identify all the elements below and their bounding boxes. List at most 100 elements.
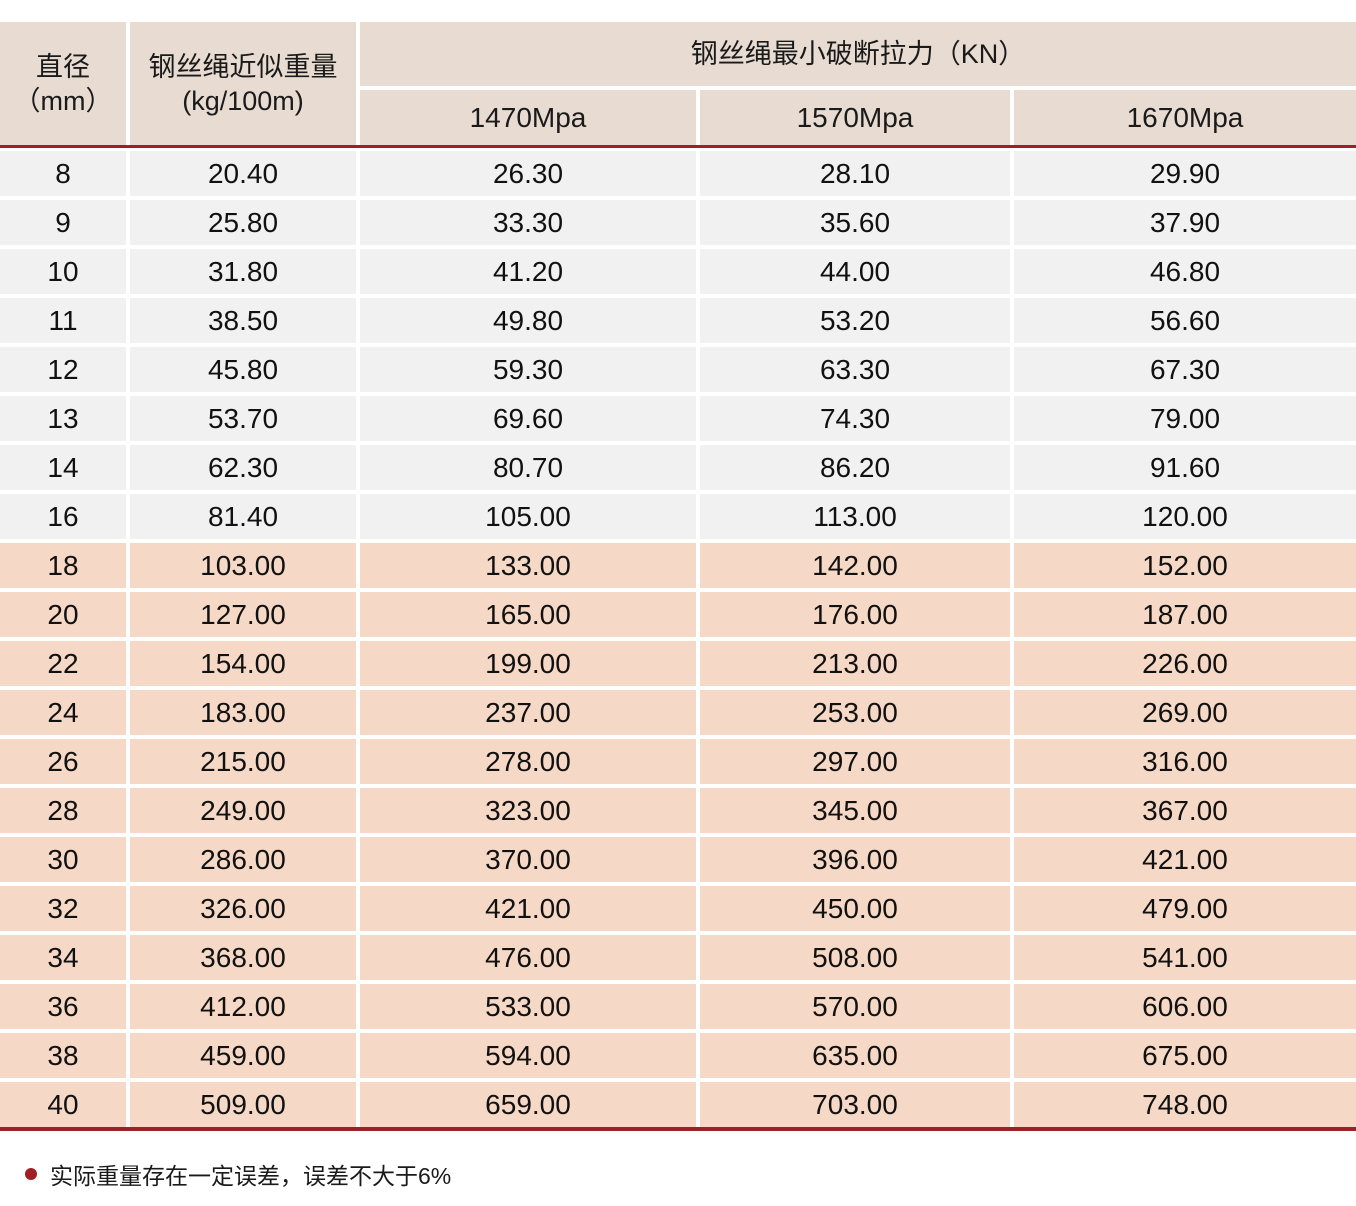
table-cell: 49.80 [360, 298, 696, 343]
table-cell: 237.00 [360, 690, 696, 735]
table-cell: 20 [0, 592, 126, 637]
table-cell: 30 [0, 837, 126, 882]
table-row: 18 103.00 133.00 142.00 152.00 [0, 543, 1356, 588]
table-cell: 570.00 [700, 984, 1010, 1029]
table-cell: 24 [0, 690, 126, 735]
table-cell: 11 [0, 298, 126, 343]
table-row: 10 31.80 41.20 44.00 46.80 [0, 249, 1356, 294]
table-cell: 63.30 [700, 347, 1010, 392]
table-cell: 20.40 [130, 151, 356, 196]
table-cell: 269.00 [1014, 690, 1356, 735]
table-cell: 476.00 [360, 935, 696, 980]
header-divider-rule [0, 145, 1356, 148]
table-cell: 675.00 [1014, 1033, 1356, 1078]
table-row: 34 368.00 476.00 508.00 541.00 [0, 935, 1356, 980]
header-grade-1670: 1670Mpa [1014, 90, 1356, 145]
table-cell: 253.00 [700, 690, 1010, 735]
table-cell: 326.00 [130, 886, 356, 931]
table-cell: 152.00 [1014, 543, 1356, 588]
header-diameter-line2: （mm） [13, 85, 113, 116]
table-cell: 345.00 [700, 788, 1010, 833]
table-cell: 69.60 [360, 396, 696, 441]
table-cell: 14 [0, 445, 126, 490]
table-cell: 412.00 [130, 984, 356, 1029]
table-cell: 8 [0, 151, 126, 196]
table-cell: 127.00 [130, 592, 356, 637]
table-cell: 199.00 [360, 641, 696, 686]
table-row: 30 286.00 370.00 396.00 421.00 [0, 837, 1356, 882]
table-cell: 28 [0, 788, 126, 833]
table-cell: 187.00 [1014, 592, 1356, 637]
table-cell: 86.20 [700, 445, 1010, 490]
table-cell: 34 [0, 935, 126, 980]
table-cell: 46.80 [1014, 249, 1356, 294]
table-cell: 215.00 [130, 739, 356, 784]
table-row: 12 45.80 59.30 63.30 67.30 [0, 347, 1356, 392]
table-row: 9 25.80 33.30 35.60 37.90 [0, 200, 1356, 245]
table-cell: 45.80 [130, 347, 356, 392]
table-cell: 165.00 [360, 592, 696, 637]
table-cell: 113.00 [700, 494, 1010, 539]
table-cell: 59.30 [360, 347, 696, 392]
table-cell: 56.60 [1014, 298, 1356, 343]
table-row: 16 81.40 105.00 113.00 120.00 [0, 494, 1356, 539]
table-cell: 44.00 [700, 249, 1010, 294]
table-cell: 142.00 [700, 543, 1010, 588]
table-cell: 81.40 [130, 494, 356, 539]
table-cell: 38 [0, 1033, 126, 1078]
table-bottom-rule [0, 1127, 1356, 1131]
table-cell: 479.00 [1014, 886, 1356, 931]
table-cell: 62.30 [130, 445, 356, 490]
table-cell: 28.10 [700, 151, 1010, 196]
table-cell: 80.70 [360, 445, 696, 490]
wire-rope-spec-table: 直径 （mm） 钢丝绳近似重量 (kg/100m) 钢丝绳最小破断拉力（KN） … [0, 22, 1356, 1131]
table-cell: 154.00 [130, 641, 356, 686]
table-row: 26 215.00 278.00 297.00 316.00 [0, 739, 1356, 784]
table-cell: 35.60 [700, 200, 1010, 245]
table-header: 直径 （mm） 钢丝绳近似重量 (kg/100m) 钢丝绳最小破断拉力（KN） … [0, 22, 1356, 145]
table-cell: 18 [0, 543, 126, 588]
table-cell: 16 [0, 494, 126, 539]
header-diameter-line1: 直径 [36, 51, 90, 82]
table-row: 20 127.00 165.00 176.00 187.00 [0, 592, 1356, 637]
table-cell: 103.00 [130, 543, 356, 588]
table-cell: 26 [0, 739, 126, 784]
footnote-text: 实际重量存在一定误差，误差不大于6% [50, 1163, 452, 1189]
table-cell: 226.00 [1014, 641, 1356, 686]
table-row: 36 412.00 533.00 570.00 606.00 [0, 984, 1356, 1029]
table-cell: 37.90 [1014, 200, 1356, 245]
table-cell: 606.00 [1014, 984, 1356, 1029]
table-cell: 41.20 [360, 249, 696, 294]
table-row: 22 154.00 199.00 213.00 226.00 [0, 641, 1356, 686]
table-cell: 249.00 [130, 788, 356, 833]
table-cell: 659.00 [360, 1082, 696, 1127]
table-cell: 533.00 [360, 984, 696, 1029]
table-cell: 316.00 [1014, 739, 1356, 784]
table-cell: 105.00 [360, 494, 696, 539]
header-grade-1570: 1570Mpa [700, 90, 1010, 145]
header-weight-line2: (kg/100m) [182, 85, 304, 116]
table-body: 8 20.40 26.30 28.10 29.90 9 25.80 33.30 35.60 37.… [0, 148, 1356, 1127]
table-row: 24 183.00 237.00 253.00 269.00 [0, 690, 1356, 735]
table-cell: 13 [0, 396, 126, 441]
table-cell: 508.00 [700, 935, 1010, 980]
table-row: 28 249.00 323.00 345.00 367.00 [0, 788, 1356, 833]
bullet-icon [25, 1168, 37, 1180]
table-cell: 370.00 [360, 837, 696, 882]
header-diameter: 直径 （mm） [0, 22, 126, 145]
table-cell: 32 [0, 886, 126, 931]
table-cell: 367.00 [1014, 788, 1356, 833]
table-cell: 541.00 [1014, 935, 1356, 980]
table-cell: 67.30 [1014, 347, 1356, 392]
table-row: 32 326.00 421.00 450.00 479.00 [0, 886, 1356, 931]
table-cell: 297.00 [700, 739, 1010, 784]
table-row: 8 20.40 26.30 28.10 29.90 [0, 151, 1356, 196]
table-cell: 323.00 [360, 788, 696, 833]
table-cell: 176.00 [700, 592, 1010, 637]
table-cell: 10 [0, 249, 126, 294]
table-row: 14 62.30 80.70 86.20 91.60 [0, 445, 1356, 490]
table-row: 38 459.00 594.00 635.00 675.00 [0, 1033, 1356, 1078]
table-cell: 26.30 [360, 151, 696, 196]
table-row: 11 38.50 49.80 53.20 56.60 [0, 298, 1356, 343]
